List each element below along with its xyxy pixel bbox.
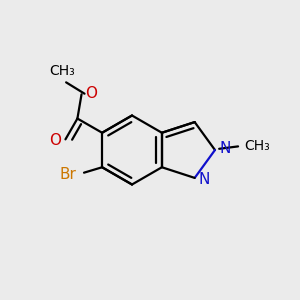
Text: Br: Br	[60, 167, 76, 182]
Text: N: N	[219, 141, 230, 156]
Text: O: O	[85, 86, 97, 101]
Text: CH₃: CH₃	[244, 140, 270, 153]
Text: O: O	[49, 134, 61, 148]
Text: N: N	[199, 172, 210, 187]
Text: CH₃: CH₃	[49, 64, 74, 78]
